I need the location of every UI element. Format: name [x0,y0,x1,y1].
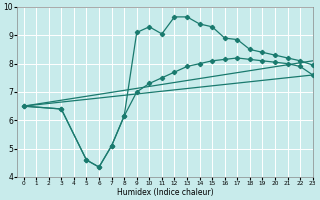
X-axis label: Humidex (Indice chaleur): Humidex (Indice chaleur) [117,188,213,197]
